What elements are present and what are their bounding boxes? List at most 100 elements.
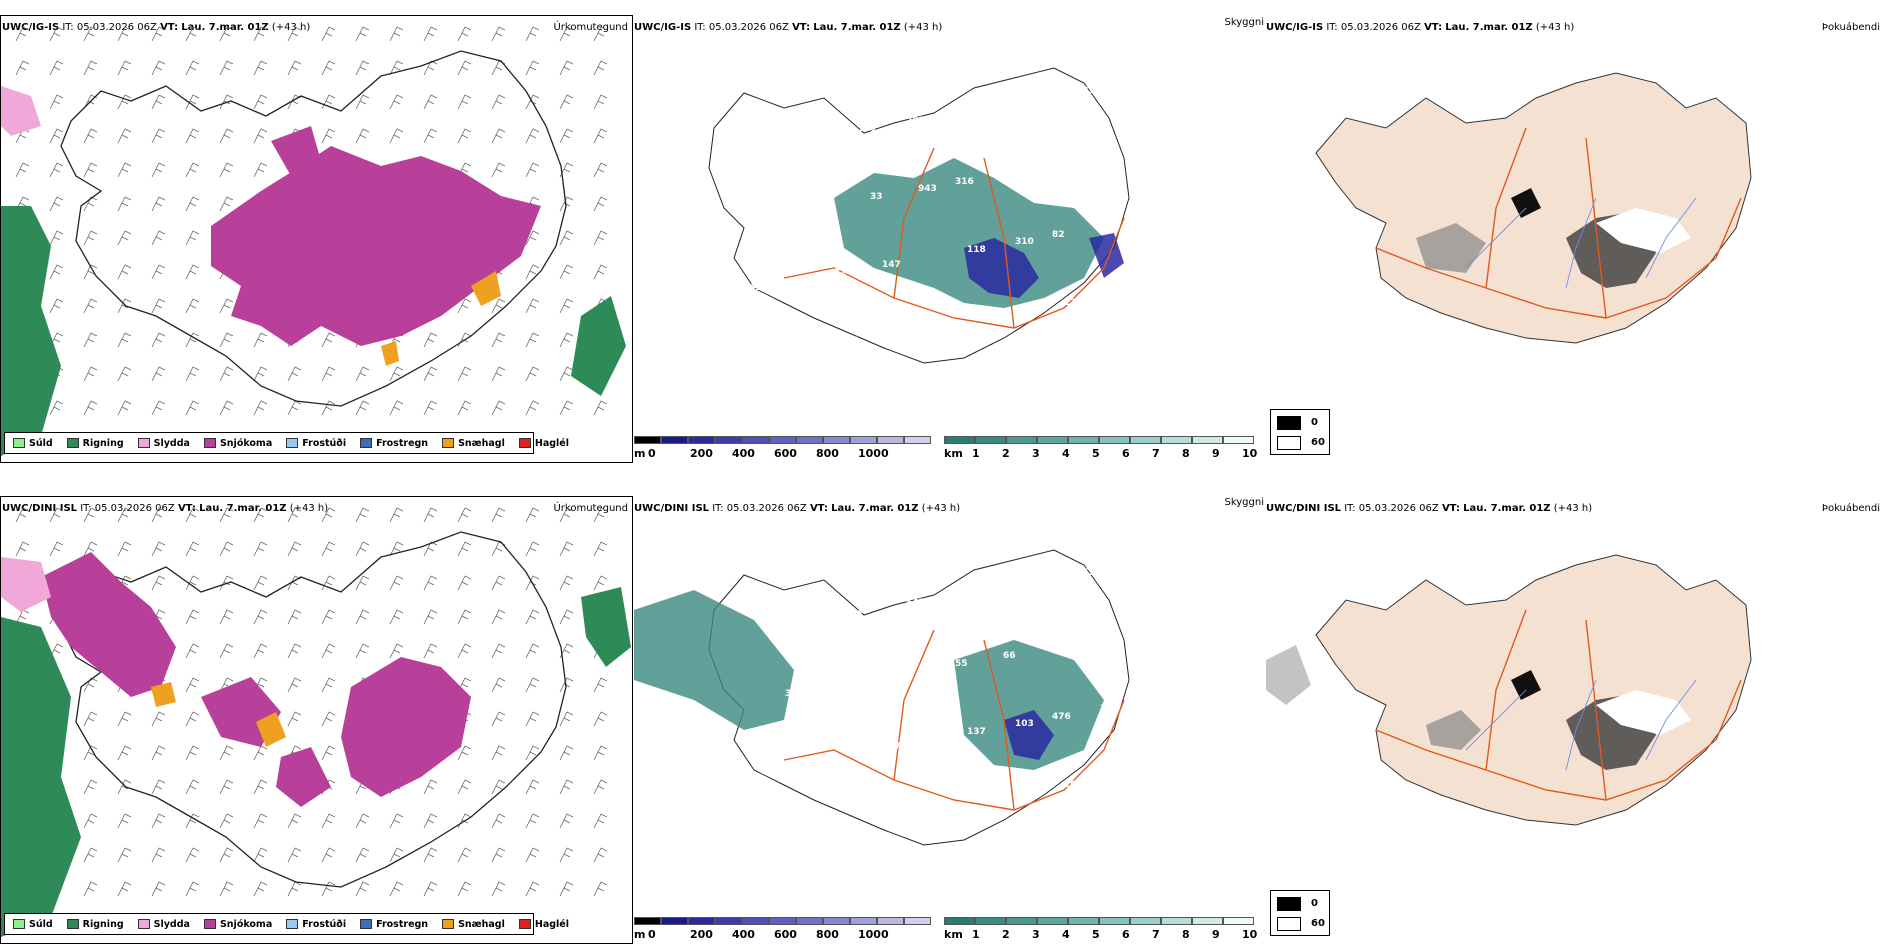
it-label: IT: [1344,503,1356,514]
colorbar-segment [661,436,688,444]
panel-header: UWC/DINI ISL IT: 05.03.2026 06Z VT: Lau.… [634,503,960,515]
visibility-value-label: 72 [834,268,847,278]
wind-barb [389,94,404,110]
wind-barb [559,128,574,144]
colorbar-segment [1161,917,1192,925]
wind-barb [559,400,574,416]
legend-swatch [442,438,455,448]
wind-barb [151,162,166,178]
fog-glacier-2 [1511,188,1541,218]
lead-time: (+43 h) [921,503,961,514]
wind-barb [321,609,336,625]
wind-barb [457,400,472,416]
wind-barb [525,847,540,863]
colorbar-segment [1099,436,1130,444]
colorbar-tick-label: 2 [1002,928,1010,941]
precip-sleet-west [1,557,51,612]
visibility-value-label: 12 [846,336,859,346]
valid-time: Lau. 7.mar. 01Z [1463,503,1551,514]
wind-barb [491,332,506,348]
wind-barb [185,366,200,382]
precip-type-panel-1: UWC/IG-IS IT: 05.03.2026 06Z VT: Lau. 7.… [0,0,634,470]
wind-barb [83,128,98,144]
wind-barb [117,400,132,416]
wind-barb [253,128,268,144]
wind-barb [593,196,608,212]
panel-header: UWC/IG-IS IT: 05.03.2026 06Z VT: Lau. 7.… [2,22,310,34]
wind-barb [287,881,302,897]
wind-barb [355,541,370,557]
init-time: 05.03.2026 06Z [726,503,807,514]
wind-barb [253,162,268,178]
fog-grey-area [1416,223,1486,273]
wind-barb [151,881,166,897]
wind-barb [593,881,608,897]
wind-barb [83,813,98,829]
wind-barb [219,26,234,42]
wind-barb [559,677,574,693]
vt-label: VT: [177,503,196,514]
wind-barb [49,162,64,178]
wind-barb [321,643,336,659]
wind-barb [559,813,574,829]
wind-barb [457,609,472,625]
colorbar-segment [688,917,715,925]
it-label: IT: [80,503,92,514]
legend-label: Snjókoma [219,437,273,449]
legend-swatch [137,919,150,929]
visibility-teal-area [834,158,1104,308]
wind-barb [525,643,540,659]
wind-barb [83,196,98,212]
visibility-map: 304 687 943 310 329 375 285 224 345 968 106 207 110 1… [634,38,1266,428]
colorbar-segment [850,436,877,444]
fog-glacier-2 [1511,670,1541,700]
wind-barb [151,575,166,591]
precip-snow-area [41,552,176,697]
wind-barb [525,881,540,897]
wind-barb [559,779,574,795]
wind-barb [219,745,234,761]
colorbar-segment [975,917,1006,925]
wind-barb [117,162,132,178]
wind-barb [117,196,132,212]
visibility-teal-area [634,590,794,730]
colorbar-segment [796,436,823,444]
legend-item: Frostúði [286,919,346,930]
visibility-value-label: 285 [906,116,925,126]
wind-barb [355,400,370,416]
precip-map-svg [1,507,631,937]
precip-type-panel-2: UWC/DINI ISL IT: 05.03.2026 06Z VT: Lau.… [0,480,634,950]
colorbar-tick-label: 8 [1182,447,1190,460]
colorbar-tick-label: 400 [732,447,755,460]
wind-barb [83,745,98,761]
visibility-value-label: 545 [906,598,925,608]
wind-barb [253,60,268,76]
wind-barb [593,128,608,144]
wind-barb [287,847,302,863]
wind-barb [151,847,166,863]
wind-barb [389,60,404,76]
wind-barb [219,366,234,382]
wind-barb [287,366,302,382]
colorbar-segment [1068,917,1099,925]
wind-barb [491,847,506,863]
wind-barb [185,400,200,416]
wind-barb [457,94,472,110]
wind-barb [185,541,200,557]
wind-barb [185,26,200,42]
colorbar-tick-label: 9 [1212,447,1220,460]
valid-time: Lau. 7.mar. 01Z [831,503,919,514]
wind-barb [593,26,608,42]
precip-graupel-1 [256,712,286,747]
wind-barb [491,128,506,144]
colorbar-tick-label: 1000 [858,928,889,941]
wind-barb [321,128,336,144]
wind-barb [593,677,608,693]
wind-barb [117,847,132,863]
wind-barb [253,643,268,659]
visibility-value-label: 181 [858,124,877,134]
wind-barb [559,575,574,591]
wind-barb [491,643,506,659]
wind-barb [219,643,234,659]
wind-barb [559,26,574,42]
